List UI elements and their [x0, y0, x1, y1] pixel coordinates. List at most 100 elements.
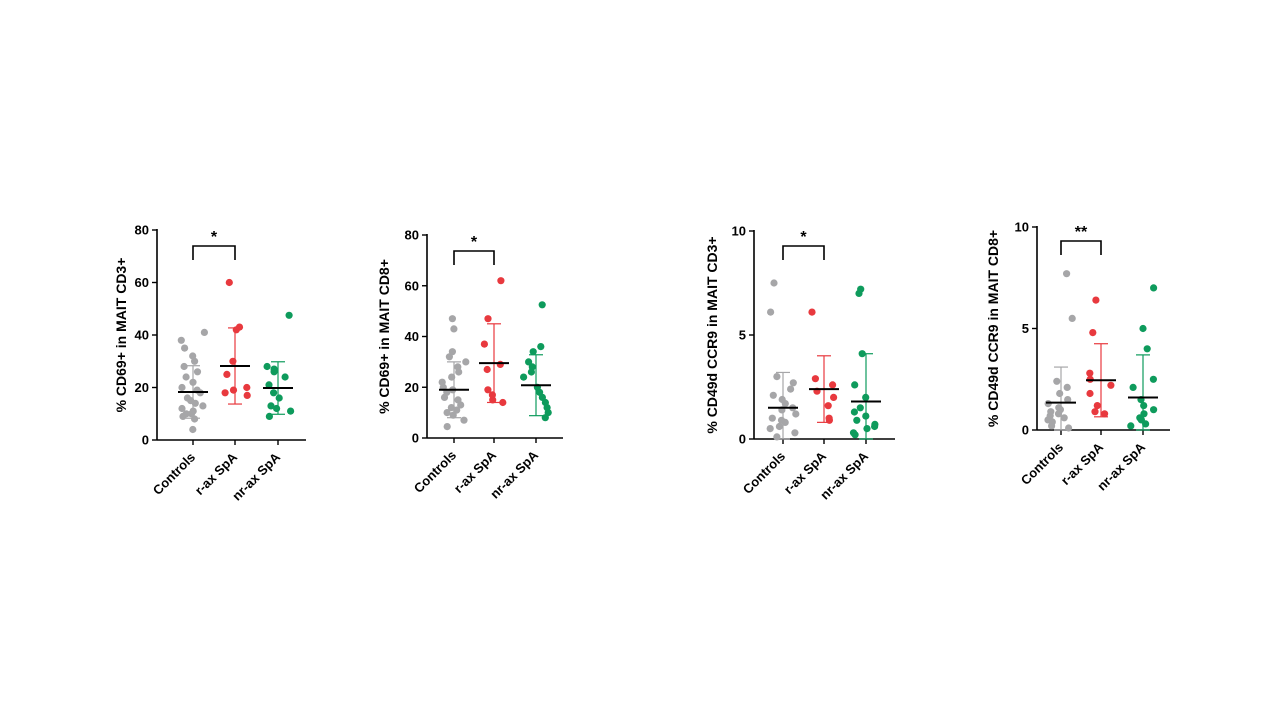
- data-point: [450, 325, 458, 333]
- data-point: [443, 423, 451, 431]
- significance-label: *: [471, 234, 478, 251]
- data-point: [443, 409, 451, 417]
- data-point: [537, 343, 545, 351]
- data-point: [177, 336, 185, 344]
- y-axis-title: % CD49d CCR9 in MAIT CD8+: [985, 230, 1001, 427]
- data-point: [180, 362, 188, 371]
- y-tick-label: 10: [732, 224, 746, 239]
- significance-label: **: [1075, 224, 1088, 241]
- data-point: [287, 407, 295, 415]
- category-label: Controls: [1018, 440, 1066, 488]
- data-point: [281, 373, 289, 381]
- data-point: [787, 385, 795, 393]
- y-tick-label: 80: [405, 228, 419, 243]
- data-point: [438, 378, 446, 386]
- data-point: [1060, 414, 1068, 422]
- significance-label: *: [211, 229, 218, 246]
- y-tick-label: 40: [135, 328, 149, 343]
- data-point: [1089, 329, 1097, 337]
- data-point: [853, 416, 861, 424]
- data-point: [182, 410, 190, 418]
- significance-bracket: [1060, 240, 1102, 255]
- data-point: [1092, 296, 1100, 304]
- data-point: [1086, 369, 1094, 377]
- data-point: [520, 373, 528, 381]
- data-point: [824, 402, 832, 410]
- data-point: [1044, 400, 1052, 408]
- data-point: [1140, 410, 1148, 418]
- y-tick-label: 10: [1015, 220, 1029, 235]
- data-point: [1091, 408, 1099, 416]
- data-point: [791, 429, 799, 437]
- data-point: [1056, 389, 1064, 398]
- y-tick-label: 60: [405, 278, 419, 293]
- data-point: [862, 393, 870, 401]
- data-point: [285, 311, 293, 319]
- data-point: [483, 365, 491, 374]
- data-point: [768, 414, 776, 422]
- data-point: [1149, 375, 1157, 383]
- data-point: [273, 404, 281, 413]
- data-point: [199, 402, 207, 410]
- data-point: [178, 404, 186, 413]
- data-point: [182, 373, 190, 381]
- y-tick-label: 60: [135, 275, 149, 290]
- data-point: [1101, 410, 1109, 418]
- data-point: [229, 386, 238, 394]
- significance-bracket: [192, 245, 236, 260]
- data-point: [223, 370, 231, 378]
- data-point: [488, 391, 496, 399]
- data-point: [178, 383, 186, 392]
- data-point: [189, 352, 197, 360]
- data-point: [769, 391, 777, 399]
- significance-bracket: [453, 250, 495, 265]
- data-point: [189, 407, 197, 415]
- data-point: [528, 363, 536, 371]
- data-point: [538, 301, 546, 309]
- category-label: Controls: [740, 449, 788, 497]
- y-tick-label: 0: [739, 432, 746, 447]
- data-point: [267, 402, 275, 410]
- category-label: nr-ax SpA: [229, 449, 283, 503]
- data-point: [857, 285, 865, 293]
- data-point: [189, 425, 197, 434]
- y-axis-title: % CD69+ in MAIT CD8+: [376, 259, 392, 414]
- data-point: [225, 278, 233, 287]
- data-point: [773, 373, 781, 381]
- data-point: [496, 360, 504, 368]
- data-point: [766, 425, 774, 433]
- data-point: [497, 277, 505, 285]
- data-point: [499, 398, 507, 407]
- data-point: [454, 396, 462, 404]
- data-point: [265, 412, 273, 420]
- data-point: [447, 404, 455, 412]
- y-tick-label: 20: [135, 380, 149, 395]
- data-point: [789, 379, 797, 387]
- y-tick-label: 0: [412, 431, 419, 446]
- data-point: [448, 348, 456, 356]
- data-point: [851, 381, 859, 389]
- data-point: [808, 308, 816, 316]
- data-point: [191, 415, 199, 423]
- data-point: [1139, 324, 1147, 333]
- data-point: [243, 383, 251, 392]
- data-point: [1065, 424, 1073, 432]
- data-point: [862, 412, 870, 420]
- y-tick-label: 40: [405, 329, 419, 344]
- data-point: [850, 408, 859, 416]
- data-point: [229, 357, 237, 365]
- data-point: [858, 350, 866, 358]
- data-point: [200, 328, 208, 336]
- data-point: [829, 381, 837, 389]
- data-point: [1063, 270, 1071, 278]
- data-point: [480, 340, 488, 348]
- data-point: [525, 358, 533, 366]
- data-point: [221, 389, 229, 397]
- y-tick-label: 80: [135, 223, 149, 238]
- significance-bracket: [782, 245, 825, 260]
- data-point: [1093, 402, 1101, 410]
